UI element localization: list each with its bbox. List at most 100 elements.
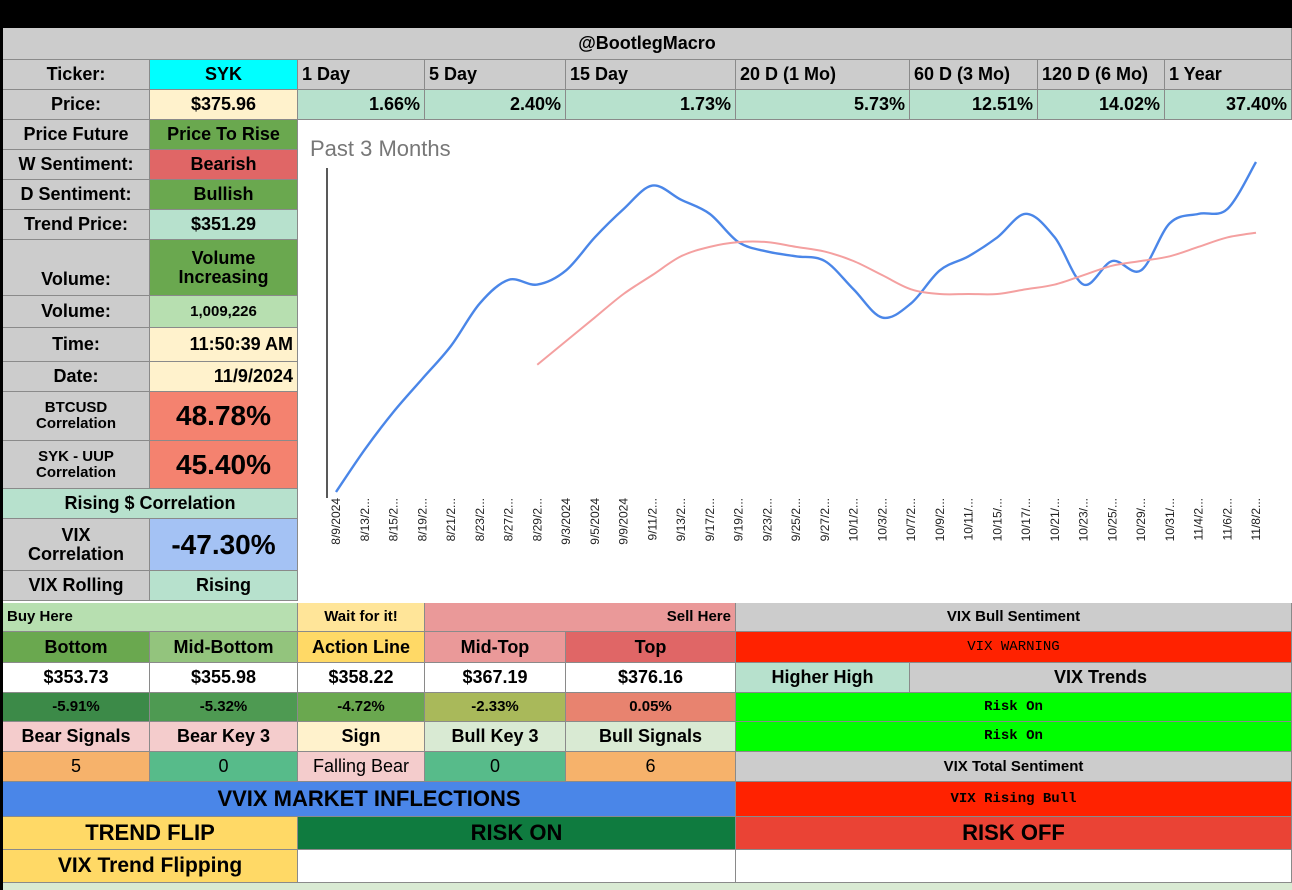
chart-x-tick-label: 8/19/2... (415, 498, 429, 541)
chart-x-tick-label: 10/23/... (1077, 498, 1091, 541)
period-120-day: 120 D (6 Mo) (1038, 60, 1165, 90)
rising-correlation: Rising $ Correlation (3, 489, 298, 519)
chart-x-tick-label: 10/11/... (962, 498, 976, 540)
chart-x-tick-label: 8/13/2... (358, 498, 372, 541)
bull-signals-header: Bull Signals (566, 722, 736, 752)
vix-warning: VIX WARNING (736, 632, 1292, 663)
price-value: $375.96 (150, 90, 298, 120)
bear-key-3-header: Bear Key 3 (150, 722, 298, 752)
bear-signals-value: 5 (3, 752, 150, 782)
chart-title: Past 3 Months (310, 136, 451, 161)
chart-x-tick-label: 9/3/2024 (559, 498, 573, 545)
time-label: Time: (3, 328, 150, 362)
period-60-day: 60 D (3 Mo) (910, 60, 1038, 90)
ticker-label: Ticker: (3, 60, 150, 90)
level-top-header: Top (566, 632, 736, 663)
level-mid-bottom-header: Mid-Bottom (150, 632, 298, 663)
trend-price-value: $351.29 (150, 210, 298, 240)
chart-x-tick-label: 9/19/2... (732, 498, 746, 541)
chart-x-tick-label: 10/15/... (990, 498, 1004, 541)
chart-x-tick-label: 8/27/2... (502, 498, 516, 541)
vix-rolling-label: VIX Rolling (3, 571, 150, 601)
return-60-day: 12.51% (910, 90, 1038, 120)
price-future-label: Price Future (3, 120, 150, 150)
chart-x-tick-label: 11/4/2... (1192, 498, 1206, 540)
sign-header: Sign (298, 722, 425, 752)
bear-signals-header: Bear Signals (3, 722, 150, 752)
level-mid-top-price: $367.19 (425, 663, 566, 693)
ticker-value[interactable]: SYK (150, 60, 298, 90)
risk-off-banner: RISK OFF (736, 817, 1292, 850)
chart-x-tick-label: 9/27/2... (818, 498, 832, 541)
chart-x-tick-label: 10/31/... (1163, 498, 1177, 541)
volume2-label: Volume: (3, 296, 150, 328)
bull-key-3-value: 0 (425, 752, 566, 782)
risk-on-empty (298, 850, 736, 883)
risk-on-2: Risk On (736, 722, 1292, 752)
sell-here-label: Sell Here (425, 603, 736, 632)
trend-price-label: Trend Price: (3, 210, 150, 240)
buy-here-label: Buy Here (3, 603, 298, 632)
chart-x-tick-label: 9/23/2... (760, 498, 774, 541)
level-mid-bottom-price: $355.98 (150, 663, 298, 693)
chart-x-tick-label: 9/11/2... (645, 498, 659, 540)
vix-correlation-label: VIX Correlation (3, 519, 150, 571)
chart-x-tick-label: 8/29/2... (530, 498, 544, 541)
return-120-day: 14.02% (1038, 90, 1165, 120)
chart-x-tick-label: 10/1/2... (847, 498, 861, 541)
wait-label: Wait for it! (298, 603, 425, 632)
period-1-day: 1 Day (298, 60, 425, 90)
trend-flip: TREND FLIP (3, 817, 298, 850)
return-20-day: 5.73% (736, 90, 910, 120)
w-sentiment-label: W Sentiment: (3, 150, 150, 180)
chart-series-line-1 (536, 231, 1257, 366)
time-value: 11:50:39 AM (150, 328, 298, 362)
level-bottom-header: Bottom (3, 632, 150, 663)
chart-x-tick-label: 10/7/2... (904, 498, 918, 541)
chart-x-tick-label: 10/9/2... (933, 498, 947, 541)
d-sentiment-value: Bullish (150, 180, 298, 210)
level-mid-top-pct: -2.33% (425, 693, 566, 722)
bear-key-3-value: 0 (150, 752, 298, 782)
period-1-year: 1 Year (1165, 60, 1292, 90)
level-top-price: $376.16 (566, 663, 736, 693)
btc-correlation-label: BTCUSD Correlation (3, 392, 150, 441)
period-15-day: 15 Day (566, 60, 736, 90)
uup-correlation-label: SYK - UUP Correlation (3, 441, 150, 489)
chart-series-line-0 (335, 161, 1258, 493)
level-bottom-pct: -5.91% (3, 693, 150, 722)
chart-x-tick-label: 11/6/2... (1220, 498, 1234, 540)
header-title: @BootlegMacro (3, 28, 1292, 60)
volume-count-value: 1,009,226 (150, 296, 298, 328)
chart-x-tick-label: 10/17/... (1019, 498, 1033, 541)
chart-x-tick-label: 8/21/2... (444, 498, 458, 541)
chart-x-tick-label: 8/9/2024 (329, 498, 343, 545)
vix-trend-flipping: VIX Trend Flipping (3, 850, 298, 883)
d-sentiment-label: D Sentiment: (3, 180, 150, 210)
risk-off-empty (736, 850, 1292, 883)
chart-svg: 8/9/2024 8/13/2... 8/15/2... 8/19/2... 8/21/… (326, 161, 1263, 545)
chart-x-tick-label: 9/17/2... (703, 498, 717, 541)
level-mid-top-header: Mid-Top (425, 632, 566, 663)
level-mid-bottom-pct: -5.32% (150, 693, 298, 722)
chart-x-tick-label: 10/25/... (1105, 498, 1119, 541)
volume-trend-value: Volume Increasing (150, 240, 298, 296)
sign-value: Falling Bear (298, 752, 425, 782)
btc-correlation-value: 48.78% (150, 392, 298, 441)
level-action-line-header: Action Line (298, 632, 425, 663)
chart-x-tick-label: 8/23/2... (473, 498, 487, 541)
level-action-line-price: $358.22 (298, 663, 425, 693)
period-5-day: 5 Day (425, 60, 566, 90)
level-bottom-price: $353.73 (3, 663, 150, 693)
price-future-value: Price To Rise (150, 120, 298, 150)
chart-x-tick-label: 9/9/2024 (617, 498, 631, 545)
higher-high: Higher High (736, 663, 910, 693)
chart-x-tick-label: 9/25/2... (789, 498, 803, 541)
chart-x-tick-label: 10/29/... (1134, 498, 1148, 541)
bull-signals-value: 6 (566, 752, 736, 782)
vix-bull-sentiment: VIX Bull Sentiment (736, 603, 1292, 632)
price-label: Price: (3, 90, 150, 120)
level-action-line-pct: -4.72% (298, 693, 425, 722)
chart-x-tick-label: 9/5/2024 (588, 498, 602, 545)
vix-correlation-value: -47.30% (150, 519, 298, 571)
